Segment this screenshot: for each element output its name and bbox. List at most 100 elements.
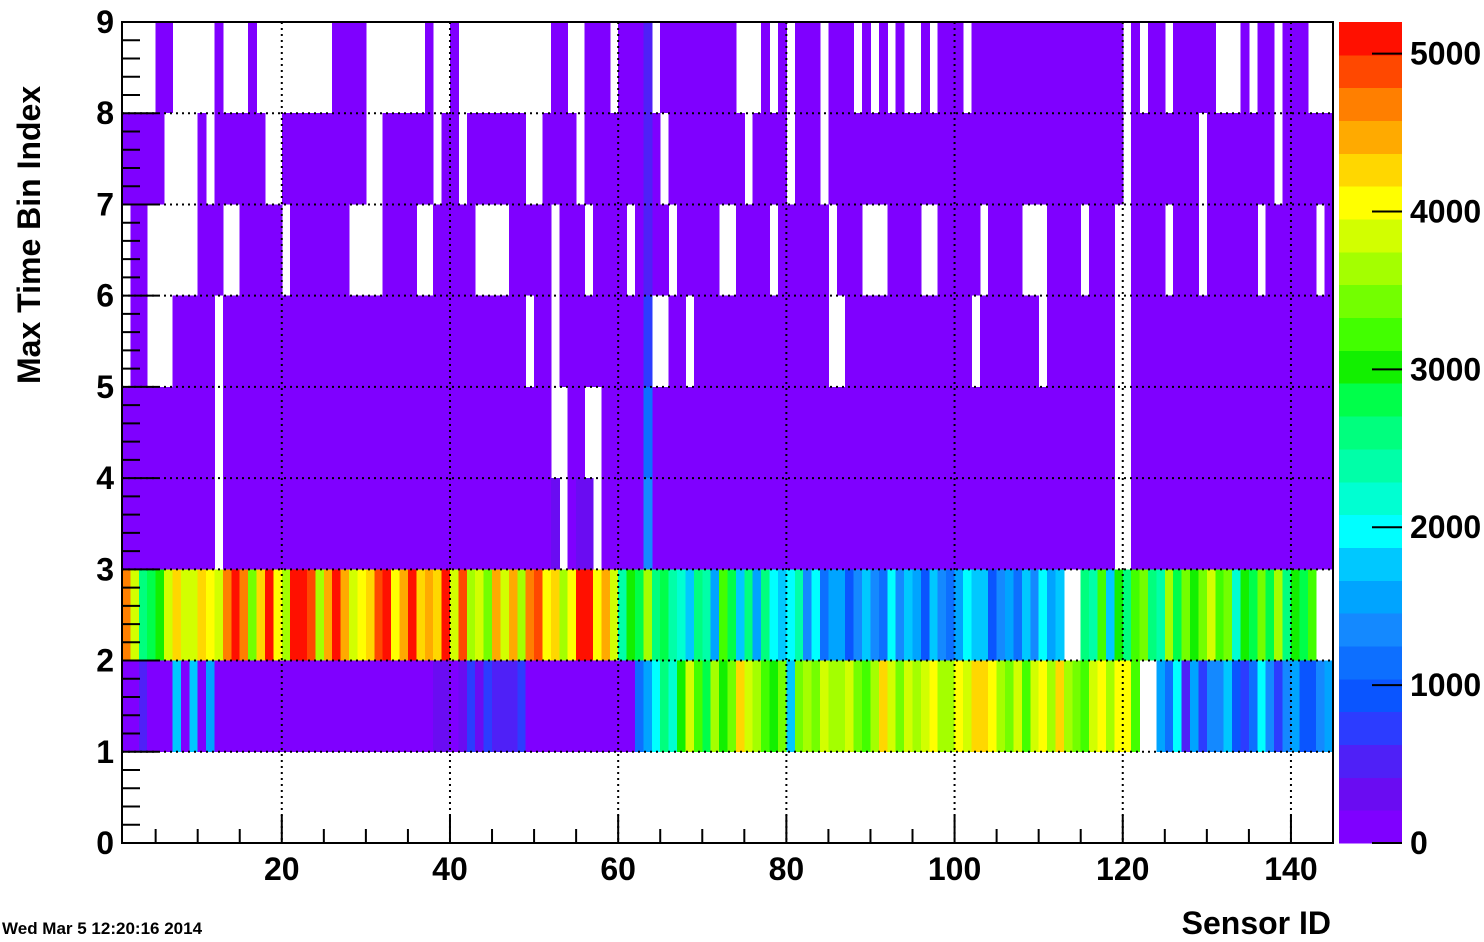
heatmap-cell-upper bbox=[323, 295, 333, 387]
heatmap-cell-upper bbox=[1265, 22, 1275, 114]
heatmap-cell-bin-2-3 bbox=[248, 569, 258, 661]
heatmap-cell-bin-1-2 bbox=[920, 660, 930, 752]
heatmap-cell-upper bbox=[1005, 204, 1014, 296]
heatmap-cell-upper bbox=[449, 113, 459, 205]
heatmap-cell-upper bbox=[904, 204, 914, 296]
heatmap-cell-upper bbox=[1055, 204, 1065, 296]
y-tick-labels: 0 1 2 3 4 5 6 7 8 9 bbox=[96, 4, 114, 861]
heatmap-cell-upper bbox=[449, 386, 459, 570]
heatmap-cell-upper bbox=[618, 386, 628, 570]
heatmap-cell-upper bbox=[1274, 386, 1284, 570]
heatmap-cell-bin-1-2 bbox=[845, 660, 855, 752]
heatmap-cell-upper bbox=[1072, 113, 1082, 205]
heatmap-cell-upper bbox=[222, 295, 232, 387]
heatmap-cell-bin-1-2 bbox=[332, 660, 342, 752]
heatmap-cell-upper bbox=[1055, 22, 1065, 114]
heatmap-cell-upper bbox=[1299, 22, 1309, 114]
z-tick-label: 1000 bbox=[1410, 667, 1481, 703]
heatmap-cell-upper bbox=[1198, 295, 1208, 387]
heatmap-cell-upper bbox=[508, 295, 518, 387]
heatmap-cell-upper bbox=[601, 204, 611, 296]
heatmap-cell-upper bbox=[979, 113, 989, 205]
palette-swatch bbox=[1339, 54, 1402, 89]
heatmap-cell-upper bbox=[449, 295, 459, 387]
heatmap-cell-bin-1-2 bbox=[349, 660, 358, 752]
heatmap-cell-bin-1-2 bbox=[761, 660, 771, 752]
heatmap-cell-upper bbox=[307, 204, 316, 296]
heatmap-cell-upper bbox=[1030, 295, 1040, 387]
heatmap-cell-upper bbox=[197, 204, 207, 296]
palette-swatch bbox=[1339, 350, 1402, 384]
heatmap-cell-bin-2-3 bbox=[525, 569, 535, 661]
heatmap-cell-upper bbox=[1013, 295, 1023, 387]
heatmap-cell-upper bbox=[315, 204, 325, 296]
palette-swatch bbox=[1339, 547, 1402, 581]
heatmap-cell-bin-1-2 bbox=[1316, 660, 1326, 752]
heatmap-cell-upper bbox=[761, 22, 771, 114]
heatmap-cell-upper bbox=[399, 386, 409, 570]
heatmap-cell-bin-2-3 bbox=[853, 569, 863, 661]
heatmap-cell-upper bbox=[1131, 204, 1141, 296]
heatmap-cell-upper bbox=[828, 113, 838, 205]
heatmap-cell-bin-2-3 bbox=[315, 569, 325, 661]
heatmap-cell-upper bbox=[1206, 204, 1216, 296]
heatmap-cell-upper bbox=[407, 295, 417, 387]
heatmap-cell-upper bbox=[719, 22, 728, 114]
heatmap-cell-upper bbox=[391, 386, 401, 570]
heatmap-cell-upper bbox=[660, 22, 670, 114]
heatmap-cell-bin-2-3 bbox=[609, 569, 619, 661]
palette-swatch bbox=[1339, 580, 1402, 614]
heatmap-cell-bin-2-3 bbox=[862, 569, 871, 661]
heatmap-cell-upper bbox=[340, 204, 350, 296]
heatmap-cell-upper bbox=[719, 295, 728, 387]
heatmap-cell-upper bbox=[1105, 295, 1115, 387]
heatmap-cell-upper bbox=[281, 113, 291, 205]
heatmap-cell-bin-1-2 bbox=[1206, 660, 1216, 752]
heatmap-cell-upper bbox=[214, 22, 224, 114]
heatmap-cell-upper bbox=[668, 386, 678, 570]
heatmap-cell-bin-1-2 bbox=[828, 660, 838, 752]
heatmap-cell-upper bbox=[298, 204, 308, 296]
heatmap-cell-upper bbox=[1316, 386, 1326, 570]
heatmap-cell-bin-2-3 bbox=[719, 569, 728, 661]
heatmap-cell-bin-2-3 bbox=[424, 569, 434, 661]
heatmap-cell-bin-1-2 bbox=[996, 660, 1006, 752]
heatmap-cell-bin-2-3 bbox=[1240, 569, 1250, 661]
heatmap-cell-bin-1-2 bbox=[786, 660, 796, 752]
heatmap-cell-upper bbox=[1005, 295, 1014, 387]
heatmap-cell-upper bbox=[1047, 295, 1056, 387]
y-tick-label: 0 bbox=[96, 825, 114, 861]
heatmap-cell-bin-2-3 bbox=[231, 569, 241, 661]
heatmap-cell-bin-1-2 bbox=[710, 660, 720, 752]
heatmap-cell-bin-1-2 bbox=[1198, 660, 1208, 752]
heatmap-cell-upper bbox=[912, 113, 922, 205]
heatmap-cell-bin-1-2 bbox=[567, 660, 577, 752]
heatmap-cell-upper bbox=[500, 386, 510, 570]
heatmap-cell-upper bbox=[878, 113, 888, 205]
heatmap-cell-upper bbox=[1147, 295, 1157, 387]
heatmap-cell-upper bbox=[794, 295, 804, 387]
heatmap-cell-bin-1-2 bbox=[1080, 660, 1090, 752]
heatmap-cell-upper bbox=[315, 386, 325, 570]
heatmap-cell-upper bbox=[517, 113, 527, 205]
heatmap-cell-bin-1-2 bbox=[122, 660, 131, 752]
palette-swatch bbox=[1339, 678, 1402, 713]
heatmap-cell-upper bbox=[988, 22, 998, 114]
heatmap-cell-bin-2-3 bbox=[1198, 569, 1208, 661]
heatmap-cell-bin-1-2 bbox=[449, 660, 459, 752]
heatmap-cell-bin-2-3 bbox=[929, 569, 939, 661]
heatmap-cell-bin-1-2 bbox=[1274, 660, 1284, 752]
heatmap-cell-upper bbox=[542, 204, 552, 296]
heatmap-cell-bin-1-2 bbox=[424, 660, 434, 752]
heatmap-cell-bin-2-3 bbox=[374, 569, 384, 661]
heatmap-cell-upper bbox=[1055, 295, 1065, 387]
heatmap-cell-upper bbox=[357, 22, 367, 114]
heatmap-cell-upper bbox=[130, 204, 140, 296]
heatmap-cell-upper bbox=[752, 113, 762, 205]
heatmap-cell-upper bbox=[1248, 113, 1258, 205]
heatmap-cell-upper bbox=[887, 204, 897, 296]
heatmap-cell-upper bbox=[845, 204, 855, 296]
heatmap-cell-upper bbox=[979, 295, 989, 387]
heatmap-cell-upper bbox=[1080, 386, 1090, 570]
heatmap-cell-upper bbox=[298, 113, 308, 205]
